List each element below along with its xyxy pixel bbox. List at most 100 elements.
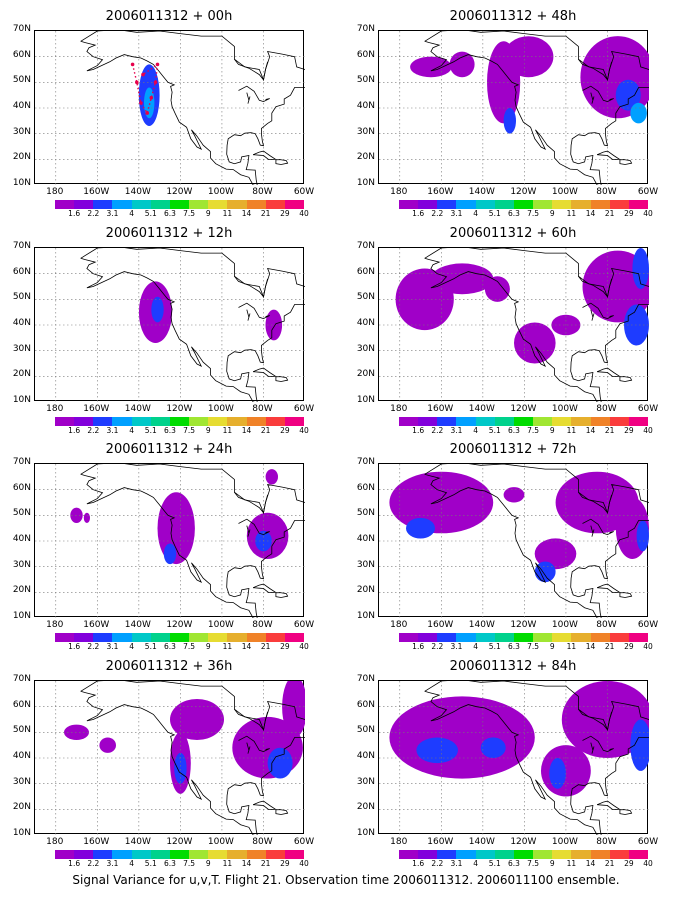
colorbar-swatch bbox=[590, 200, 610, 209]
coastline bbox=[252, 583, 277, 594]
colorbar-label: 4 bbox=[129, 859, 134, 868]
colorbar-label: 11 bbox=[222, 209, 233, 218]
coastline bbox=[578, 58, 612, 81]
y-tick-label: 50N bbox=[356, 75, 375, 86]
y-tick-label: 40N bbox=[356, 318, 375, 328]
colorbar-label: 21 bbox=[604, 642, 615, 651]
colorbar-swatch bbox=[74, 417, 94, 426]
x-tick-label: 180 bbox=[390, 404, 408, 414]
colorbar-label: 29 bbox=[280, 642, 290, 651]
map-plot bbox=[379, 248, 649, 402]
colorbar-label: 2.2 bbox=[87, 209, 100, 218]
coastline bbox=[424, 40, 600, 185]
y-tick-label: 70N bbox=[356, 457, 375, 467]
map-panel bbox=[34, 463, 305, 618]
y-tick-label: 60N bbox=[12, 266, 31, 277]
x-tick-label: 100W bbox=[551, 187, 578, 197]
colorbar-swatch bbox=[418, 417, 438, 426]
colorbar-swatch bbox=[475, 200, 495, 209]
coastline bbox=[582, 735, 614, 753]
x-tick-label: 100W bbox=[551, 404, 578, 414]
colorbar-swatch bbox=[169, 850, 190, 859]
x-tick-label: 160W bbox=[427, 404, 454, 414]
colorbar-label: 5.1 bbox=[488, 209, 501, 218]
x-tick-label: 180 bbox=[46, 620, 64, 630]
map-plot bbox=[35, 464, 305, 618]
coastline bbox=[596, 800, 621, 811]
variance-region bbox=[514, 322, 556, 364]
colorbar-swatch bbox=[533, 850, 553, 859]
coastline bbox=[424, 473, 600, 618]
colorbar-swatch bbox=[494, 200, 514, 209]
colorbar-label: 2.2 bbox=[431, 859, 444, 868]
x-tick-label: 60W bbox=[637, 620, 659, 630]
colorbar-label: 21 bbox=[260, 642, 271, 651]
colorbar-swatch bbox=[55, 417, 75, 426]
colorbar-swatch bbox=[609, 633, 629, 642]
x-tick-label: 140W bbox=[468, 404, 495, 414]
colorbar-swatch bbox=[513, 417, 534, 426]
coastline bbox=[246, 525, 251, 537]
map-plot bbox=[379, 681, 649, 835]
colorbar-swatch bbox=[208, 850, 228, 859]
colorbar-swatch bbox=[93, 200, 113, 209]
colorbar-swatch bbox=[227, 633, 247, 642]
colorbar-label: 4 bbox=[473, 642, 478, 651]
variance-region bbox=[389, 471, 494, 534]
colorbar-label: 9 bbox=[549, 209, 555, 218]
x-tick-label: 160W bbox=[83, 404, 110, 414]
y-tick-label: 20N bbox=[12, 369, 31, 380]
colorbar-swatch bbox=[513, 633, 534, 642]
colorbar-swatch bbox=[456, 200, 476, 209]
colorbar-swatch bbox=[456, 850, 476, 859]
x-tick-label: 140W bbox=[468, 187, 495, 197]
coastline bbox=[275, 592, 289, 598]
x-tick-label: 140W bbox=[124, 404, 151, 414]
variance-region bbox=[267, 747, 293, 779]
y-tick-label: 20N bbox=[356, 585, 375, 596]
x-tick-label: 120W bbox=[166, 620, 193, 630]
colorbar-label: 1.6 bbox=[68, 642, 81, 651]
y-tick-label: 20N bbox=[356, 369, 375, 380]
colorbar-label: 6.3 bbox=[507, 426, 520, 435]
panel-title: 2006011312 + 48h bbox=[449, 9, 577, 24]
coastline bbox=[424, 464, 649, 618]
y-tick-label: 50N bbox=[356, 508, 375, 519]
y-tick-label: 10N bbox=[12, 178, 31, 188]
y-tick-label: 60N bbox=[12, 482, 31, 493]
colorbar-label: 21 bbox=[604, 209, 615, 218]
colorbar-label: 6.3 bbox=[163, 209, 176, 218]
colorbar-swatch bbox=[628, 850, 649, 859]
colorbar-label: 9 bbox=[205, 209, 211, 218]
coastline bbox=[80, 464, 305, 618]
colorbar-label: 14 bbox=[241, 642, 252, 651]
coastline bbox=[238, 518, 270, 536]
colorbar-label: 11 bbox=[566, 642, 577, 651]
y-tick-label: 60N bbox=[12, 49, 31, 60]
coastline bbox=[234, 491, 268, 514]
y-tick-label: 70N bbox=[356, 241, 375, 251]
colorbar-label: 14 bbox=[585, 859, 596, 868]
coastline bbox=[619, 592, 633, 598]
x-tick-label: 80W bbox=[252, 187, 273, 197]
y-tick-label: 30N bbox=[356, 776, 375, 787]
colorbar bbox=[55, 200, 305, 209]
colorbar-label: 29 bbox=[280, 426, 290, 435]
colorbar-swatch bbox=[571, 200, 591, 209]
map-panel bbox=[34, 680, 305, 835]
coastline bbox=[234, 58, 268, 81]
colorbar-swatch bbox=[246, 850, 266, 859]
x-tick-label: 160W bbox=[83, 187, 110, 197]
colorbar-label: 11 bbox=[566, 859, 577, 868]
colorbar bbox=[399, 417, 649, 426]
colorbar-label: 29 bbox=[624, 426, 634, 435]
coastline bbox=[80, 248, 305, 402]
colorbar-swatch bbox=[265, 850, 285, 859]
colorbar-swatch bbox=[189, 633, 209, 642]
colorbar-label: 40 bbox=[643, 642, 653, 651]
colorbar-swatch bbox=[609, 417, 629, 426]
colorbar-label: 14 bbox=[585, 642, 596, 651]
colorbar-swatch bbox=[93, 850, 113, 859]
y-tick-label: 20N bbox=[12, 585, 31, 596]
